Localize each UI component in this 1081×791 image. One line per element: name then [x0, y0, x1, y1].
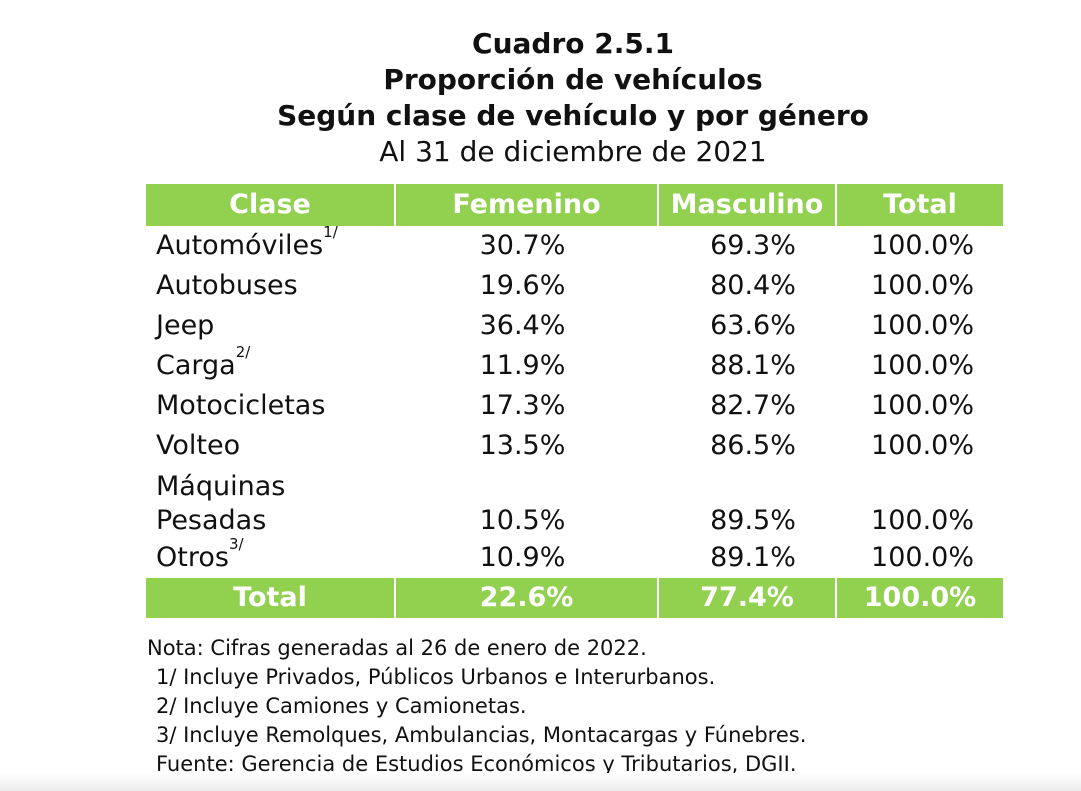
row-clase: Motocicletas — [156, 390, 326, 421]
footnote-ref: 3/ — [228, 535, 244, 553]
header-masculino: Masculino — [657, 184, 837, 226]
row-clase: Otros3/ — [156, 535, 244, 573]
total-label: Total — [144, 578, 396, 618]
page-bottom-shadow — [0, 773, 1081, 791]
header-femenino: Femenino — [394, 184, 659, 226]
table-row: Otros3/ 10.9% 89.1% 100.0% — [145, 535, 1004, 578]
row-masculino: 63.6% — [710, 310, 796, 341]
row-clase: Automóviles1/ — [156, 223, 338, 261]
row-femenino: 30.7% — [479, 230, 566, 261]
row-total: 100.0% — [871, 230, 974, 261]
source-note: Fuente: Gerencia de Estudios Económicos … — [156, 752, 797, 776]
total-femenino: 22.6% — [394, 578, 659, 618]
table-date: Al 31 de diciembre de 2021 — [379, 135, 767, 168]
table-row: Máquinas Pesadas 10.5% 89.5% 100.0% — [145, 466, 1004, 538]
row-femenino: 11.9% — [479, 350, 566, 381]
note-general: Nota: Cifras generadas al 26 de enero de… — [147, 636, 647, 660]
table-row: Carga2/ 11.9% 88.1% 100.0% — [145, 343, 1004, 386]
header-total: Total — [835, 184, 1005, 226]
row-femenino: 17.3% — [479, 390, 566, 421]
footnotes: Nota: Cifras generadas al 26 de enero de… — [147, 634, 806, 779]
row-femenino: 10.9% — [479, 542, 566, 573]
total-masculino: 77.4% — [657, 578, 837, 618]
row-masculino: 88.1% — [710, 350, 796, 381]
header-clase: Clase — [144, 184, 396, 226]
row-clase: Volteo — [156, 430, 241, 461]
footnote-ref: 2/ — [235, 343, 251, 361]
row-total: 100.0% — [871, 430, 974, 461]
table-subtitle: Según clase de vehículo y por género — [277, 99, 869, 132]
row-masculino: 89.1% — [710, 542, 796, 573]
footnote-1: 1/ Incluye Privados, Públicos Urbanos e … — [156, 665, 716, 689]
row-total: 100.0% — [871, 542, 974, 573]
row-total: 100.0% — [871, 270, 974, 301]
row-total: 100.0% — [871, 310, 974, 341]
table-title: Proporción de vehículos — [383, 63, 763, 96]
table-title-block: Cuadro 2.5.1 Proporción de vehículos Seg… — [0, 26, 1081, 170]
row-femenino: 10.5% — [479, 505, 566, 536]
row-masculino: 89.5% — [710, 505, 796, 536]
footnote-2: 2/ Incluye Camiones y Camionetas. — [156, 694, 527, 718]
row-clase: Autobuses — [156, 270, 298, 301]
vehicle-proportion-table: Clase Femenino Masculino Total Automóvil… — [144, 184, 1005, 618]
row-clase: Carga2/ — [156, 343, 251, 381]
total-total: 100.0% — [835, 578, 1005, 618]
row-femenino: 36.4% — [479, 310, 566, 341]
row-total: 100.0% — [871, 505, 974, 536]
row-femenino: 19.6% — [479, 270, 566, 301]
row-femenino: 13.5% — [479, 430, 566, 461]
table-row: Automóviles1/ 30.7% 69.3% 100.0% — [145, 223, 1004, 266]
row-clase: Jeep — [156, 310, 215, 341]
table-row: Volteo 13.5% 86.5% 100.0% — [145, 426, 1004, 466]
table-number: Cuadro 2.5.1 — [472, 27, 674, 60]
row-masculino: 86.5% — [710, 430, 796, 461]
row-total: 100.0% — [871, 350, 974, 381]
total-row: Total 22.6% 77.4% 100.0% — [144, 578, 1005, 618]
header-row: Clase Femenino Masculino Total — [144, 184, 1005, 226]
footnote-3: 3/ Incluye Remolques, Ambulancias, Monta… — [156, 723, 807, 747]
row-masculino: 80.4% — [710, 270, 796, 301]
row-masculino: 82.7% — [710, 390, 796, 421]
table-row: Motocicletas 17.3% 82.7% 100.0% — [145, 386, 1004, 426]
table-row: Autobuses 19.6% 80.4% 100.0% — [145, 266, 1004, 306]
table-row: Jeep 36.4% 63.6% 100.0% — [145, 306, 1004, 346]
footnote-ref: 1/ — [323, 223, 338, 241]
row-masculino: 69.3% — [710, 230, 796, 261]
row-clase: Máquinas Pesadas — [156, 471, 286, 536]
row-total: 100.0% — [871, 390, 974, 421]
